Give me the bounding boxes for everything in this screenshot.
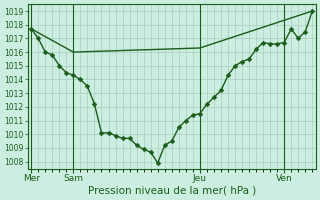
- X-axis label: Pression niveau de la mer( hPa ): Pression niveau de la mer( hPa ): [88, 186, 256, 196]
